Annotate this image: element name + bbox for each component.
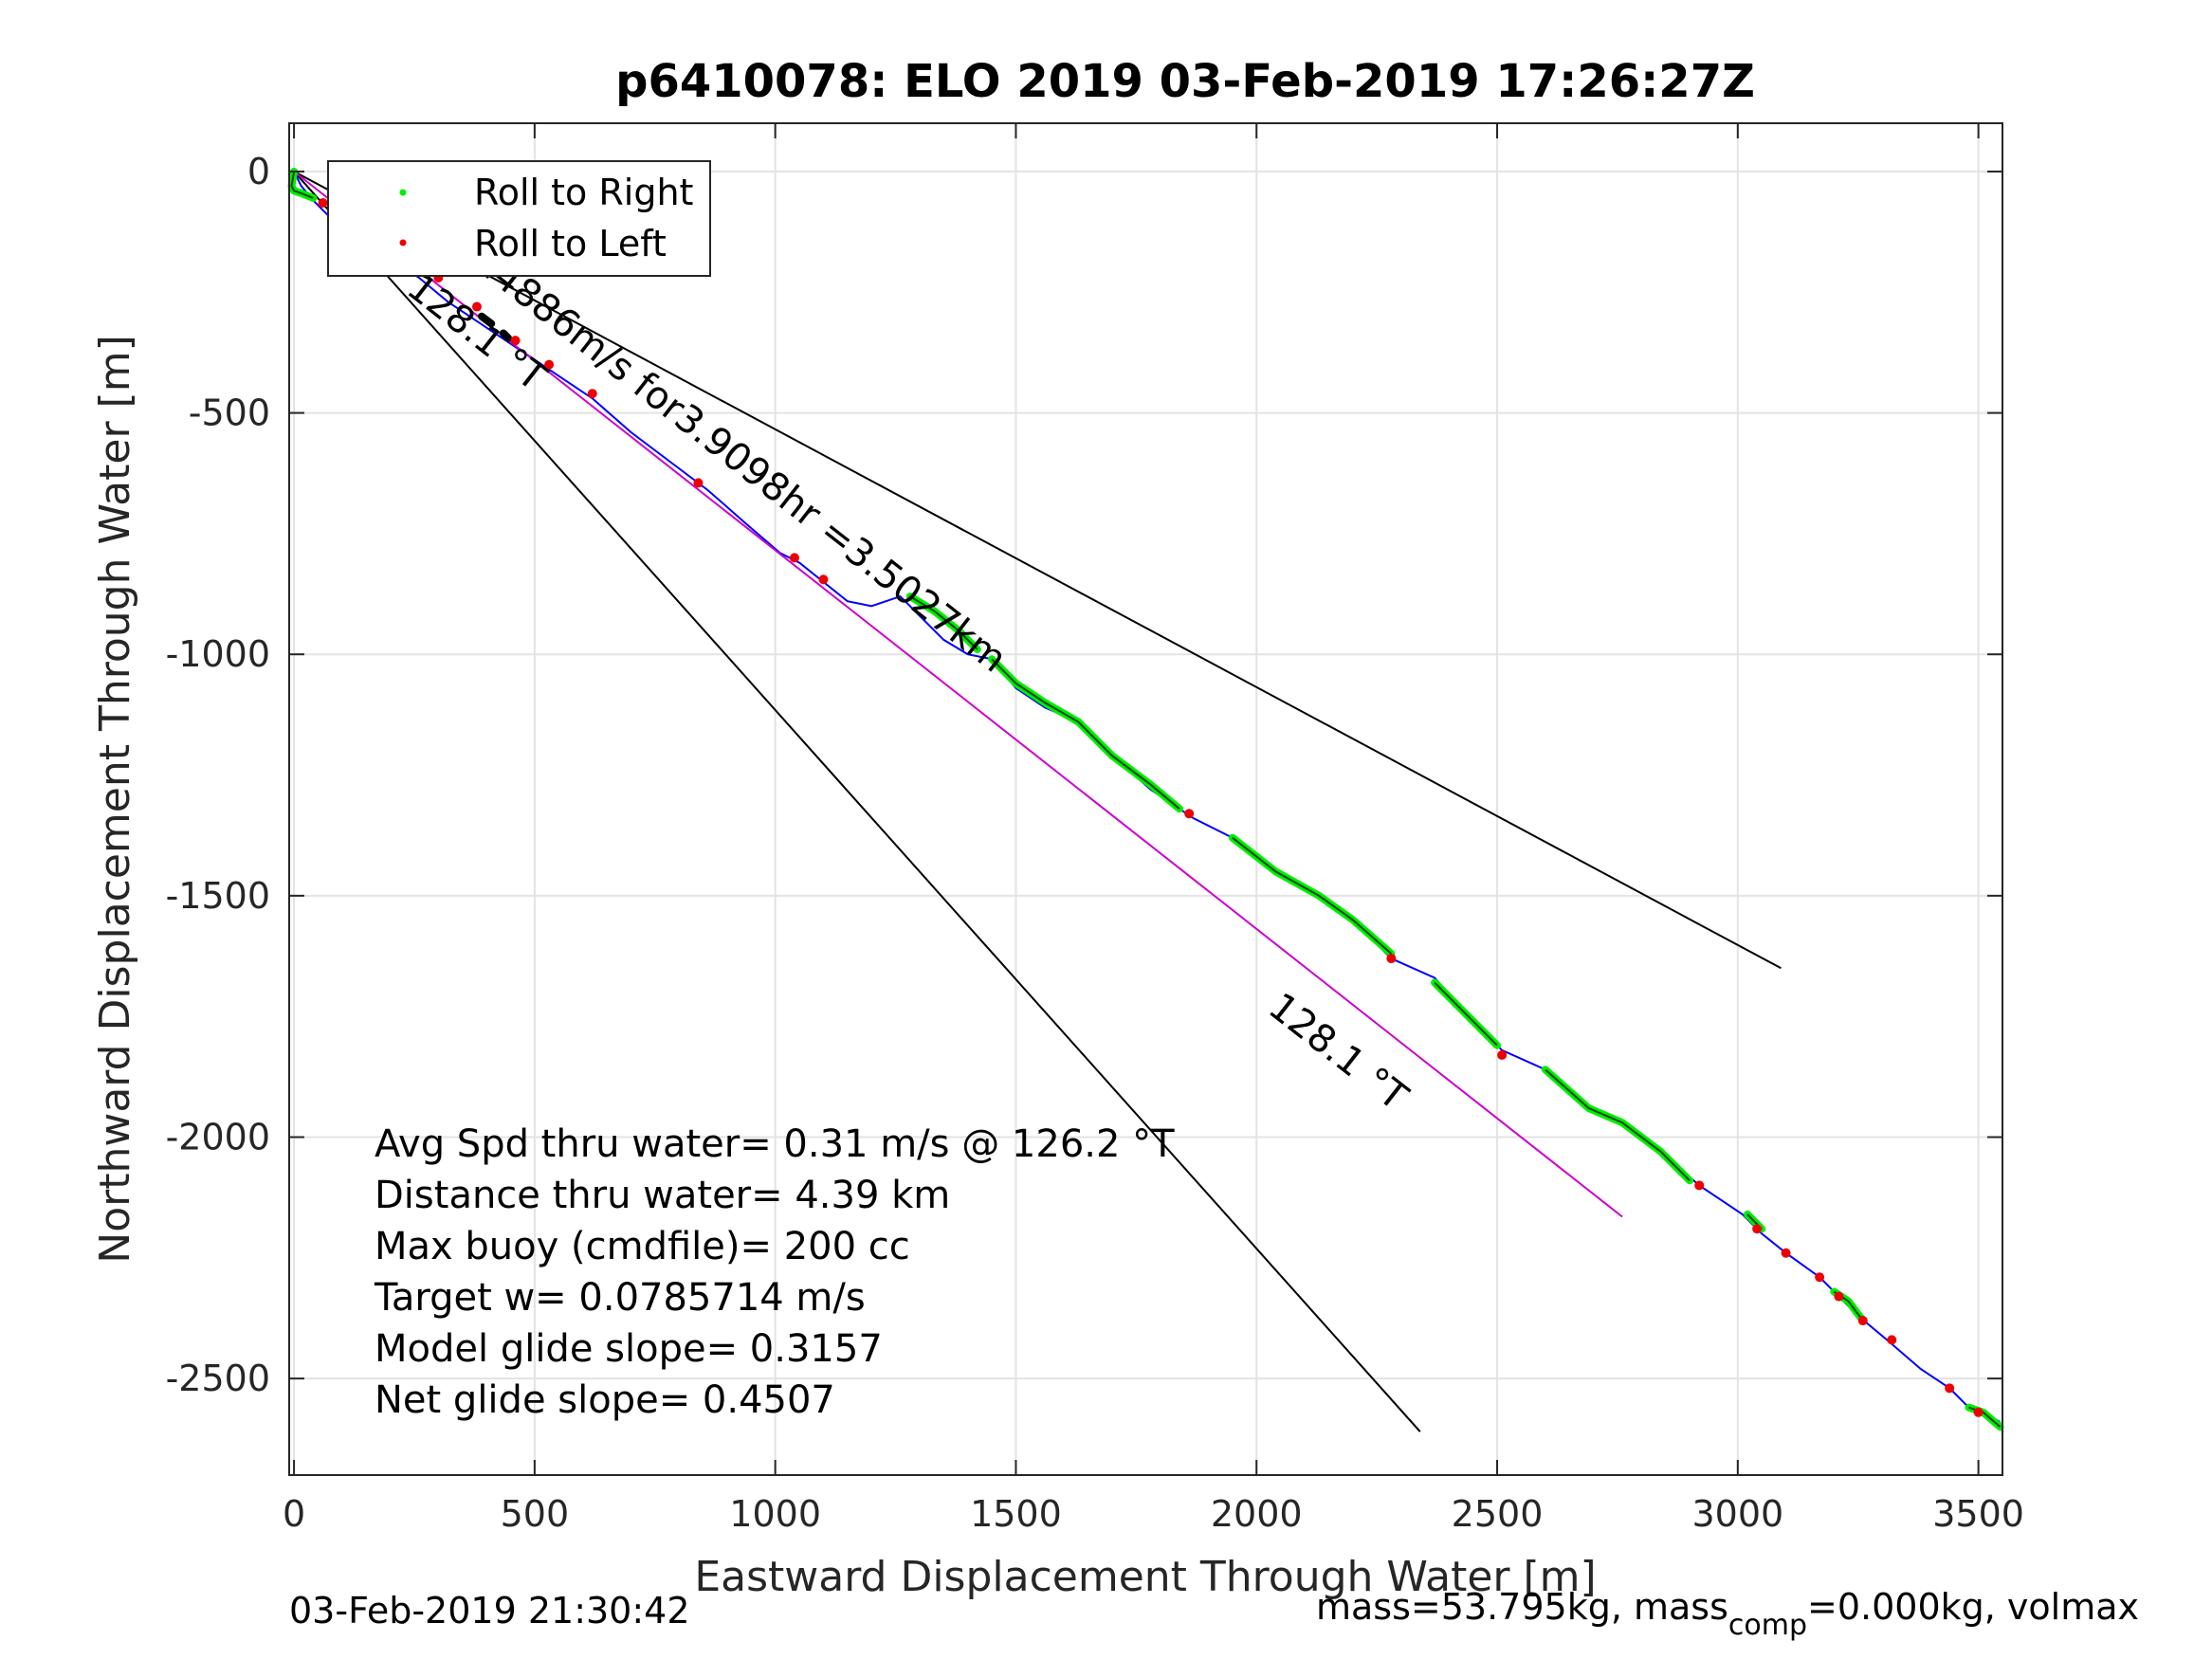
footer-timestamp: 03-Feb-2019 21:30:42	[289, 1590, 690, 1632]
roll-left-point	[1857, 1316, 1868, 1326]
x-tick-label: 3500	[1932, 1493, 2024, 1535]
y-tick-label: 0	[247, 151, 270, 192]
roll-left-point	[318, 198, 328, 209]
roll-right-segment-core	[991, 658, 1180, 810]
x-tick-label: 1500	[970, 1493, 1062, 1535]
roll-left-point	[693, 478, 704, 488]
roll-left-point	[1497, 1049, 1508, 1060]
y-tick-label: -2500	[166, 1358, 270, 1399]
dense-segment	[499, 329, 512, 342]
y-ticks: 0 -500 -1000 -1500 -2000 -2500	[166, 151, 2002, 1399]
roll-left-point	[1887, 1335, 1897, 1345]
footer-mass-suffix: =0.000kg, volmax	[1807, 1586, 2139, 1628]
roll-left-point	[1815, 1272, 1825, 1283]
footer-mass-prefix: mass=53.795kg, mass	[1316, 1586, 1728, 1628]
chart-title: p6410078: ELO 2019 03-Feb-2019 17:26:27Z	[615, 55, 1755, 108]
roll-left-point	[544, 359, 555, 370]
x-tick-label: 2000	[1211, 1493, 1303, 1535]
roll-right-segment-core	[290, 171, 314, 199]
series-line	[293, 171, 1623, 1218]
y-tick-label: -2000	[166, 1117, 270, 1158]
roll-left-point	[1834, 1291, 1844, 1302]
x-ticks: 0 500 1000 1500 2000 2500 3000 3500	[283, 123, 2024, 1535]
legend-label-roll-right: Roll to Right	[474, 172, 693, 213]
y-tick-label: -1500	[166, 875, 270, 917]
roll-left-point	[587, 389, 597, 399]
roll-left-point	[1973, 1407, 1983, 1417]
reference-line	[293, 171, 1782, 970]
stat-target-w: Target w= 0.0785714 m/s	[374, 1276, 866, 1320]
footer-mass-info: mass=53.795kg, masscomp=0.000kg, volmax	[1316, 1586, 2139, 1642]
y-tick-label: -1000	[166, 633, 270, 675]
roll-left-point	[1386, 954, 1397, 964]
legend: Roll to Right Roll to Left	[327, 160, 711, 277]
axes-frame	[288, 122, 2003, 1476]
footer-mass-sub: comp	[1728, 1609, 1807, 1642]
x-tick-label: 500	[501, 1493, 570, 1535]
x-tick-label: 1000	[729, 1493, 821, 1535]
stat-net-glide: Net glide slope= 0.4507	[375, 1378, 835, 1422]
stat-avg-speed: Avg Spd thru water= 0.31 m/s @ 126.2 °T	[375, 1122, 1175, 1166]
roll-left-point	[471, 301, 482, 312]
roll-left-point	[818, 574, 829, 585]
roll-left-point	[1945, 1383, 1955, 1394]
reference-line	[293, 171, 1421, 1432]
stat-max-buoy: Max buoy (cmdfile)= 200 cc	[375, 1225, 910, 1268]
stat-distance: Distance thru water= 4.39 km	[375, 1174, 950, 1217]
roll-left-point	[1694, 1180, 1705, 1191]
roll-right-segment-core	[909, 595, 978, 650]
dense-segment	[478, 312, 496, 328]
axes-box	[288, 122, 2003, 1476]
x-tick-label: 2500	[1452, 1493, 1544, 1535]
legend-box	[327, 160, 711, 277]
roll-right-segment-core	[1434, 981, 1498, 1047]
x-axis-label: Eastward Displacement Through Water [m]	[694, 1553, 1596, 1601]
stats-block: Avg Spd thru water= 0.31 m/s @ 126.2 °T …	[374, 1122, 1175, 1422]
roll-left-point	[1752, 1224, 1763, 1234]
roll-left-point	[1184, 809, 1195, 819]
legend-marker-roll-left	[399, 239, 407, 246]
y-axis-label: Northward Displacement Through Water [m]	[91, 335, 139, 1263]
roll-left-point	[510, 336, 521, 346]
plot-area	[289, 123, 2002, 1475]
roll-left-point	[789, 553, 799, 563]
x-tick-label: 0	[283, 1493, 305, 1535]
roll-right-segment-core	[1232, 836, 1393, 955]
grid	[289, 123, 2002, 1475]
legend-marker-roll-right	[399, 189, 407, 196]
roll-left-point	[1781, 1248, 1791, 1258]
x-tick-label: 3000	[1691, 1493, 1783, 1535]
roll-right-segment-core	[1968, 1406, 2002, 1428]
stat-model-glide: Model glide slope= 0.3157	[375, 1327, 883, 1371]
legend-label-roll-left: Roll to Left	[474, 223, 667, 264]
y-tick-label: -500	[189, 392, 270, 434]
data-layer	[287, 167, 2004, 1432]
roll-right-segment-core	[1545, 1068, 1691, 1182]
